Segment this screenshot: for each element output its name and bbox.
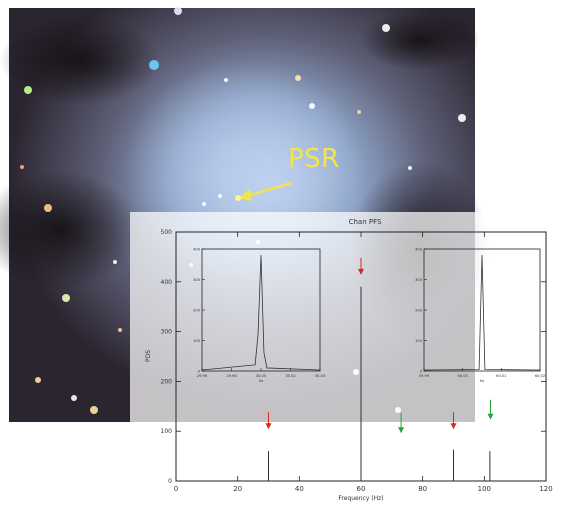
star: [62, 294, 70, 302]
inset-y-tick-label: 0: [420, 370, 423, 374]
x-tick-label: 0: [174, 485, 178, 493]
inset-y-tick-label: 400: [193, 248, 201, 252]
x-axis-label: Frequency (Hz): [338, 495, 383, 502]
inset-y-tick-label: 200: [415, 309, 423, 313]
x-tick-label: 80: [418, 485, 427, 493]
y-tick-label: 300: [161, 329, 173, 336]
inset-y-tick-label: 100: [415, 339, 423, 343]
star: [90, 406, 98, 414]
inset-x-tick-label: 30.02: [285, 374, 295, 378]
alias-arrow-head: [487, 413, 494, 420]
x-tick-label: 100: [478, 485, 491, 493]
x-tick-label: 40: [295, 485, 304, 493]
inset-y-tick-label: 300: [415, 278, 423, 282]
chart-panel: [130, 212, 564, 506]
y-tick-label: 500: [161, 229, 173, 236]
psr-arrow-head: [238, 189, 252, 201]
inset-y-tick-label: 300: [193, 278, 201, 282]
star: [149, 60, 159, 70]
y-axis-label: PDS: [145, 350, 152, 362]
y-tick-label: 400: [161, 279, 173, 286]
star: [218, 194, 222, 198]
inset-y-tick-label: 200: [193, 309, 201, 313]
y-tick-label: 0: [168, 478, 172, 485]
inset-x-tick-label: 29.96: [197, 374, 208, 378]
star: [408, 166, 412, 170]
star: [113, 260, 117, 264]
inset-x-axis-label: Hz: [480, 379, 485, 383]
inset-x-tick-label: 60.01: [496, 374, 506, 378]
star: [35, 377, 41, 383]
x-tick-label: 120: [539, 485, 552, 493]
star: [118, 328, 122, 332]
inset-x-tick-label: 30.04: [315, 374, 326, 378]
y-tick-label: 200: [161, 378, 173, 385]
inset-series-line: [201, 255, 321, 371]
pulsar-marker: [235, 195, 241, 201]
star: [174, 7, 182, 15]
star: [309, 103, 315, 109]
star: [458, 114, 466, 122]
inset-chart-30hz: 29.96 29.98 30.00 30.02 30.04 0 100 200 300 400 Hz: [193, 248, 326, 384]
inset-x-tick-label: 60.00: [458, 374, 469, 378]
x-tick-label: 20: [233, 485, 242, 493]
harmonic-marker: [265, 423, 272, 430]
star: [20, 165, 24, 169]
star: [24, 86, 32, 94]
star: [44, 204, 52, 212]
inset-y-tick-label: 100: [193, 339, 201, 343]
star: [71, 395, 77, 401]
star: [382, 24, 390, 32]
star: [224, 78, 228, 82]
alias-arrow-head: [398, 427, 405, 434]
inset-chart-60hz: 59.99 60.00 60.01 60.02 0 100 200 300 400 Hz: [415, 248, 545, 384]
y-tick-label: 100: [161, 428, 173, 435]
psr-arrow-shaft: [245, 181, 293, 198]
x-tick-label: 60: [357, 485, 366, 493]
inset-x-axis-label: Hz: [259, 379, 264, 383]
inset-x-tick-label: 59.99: [419, 374, 430, 378]
dust-lane: [360, 10, 480, 70]
harmonic-marker: [450, 423, 457, 430]
inset-y-tick-label: 400: [415, 248, 423, 252]
harmonic-marker: [358, 268, 364, 275]
star: [202, 202, 206, 206]
inset-x-tick-label: 30.00: [256, 374, 267, 378]
dust-lane: [0, 15, 160, 105]
psr-label: PSR: [288, 144, 340, 174]
inset-x-tick-label: 29.98: [226, 374, 237, 378]
inset-y-tick-label: 0: [198, 370, 201, 374]
star: [357, 110, 361, 114]
star: [295, 75, 301, 81]
inset-series-line: [423, 255, 541, 371]
inset-x-tick-label: 60.02: [535, 374, 545, 378]
dust-lane: [0, 170, 140, 290]
chart-title: Chan PFS: [349, 218, 382, 226]
